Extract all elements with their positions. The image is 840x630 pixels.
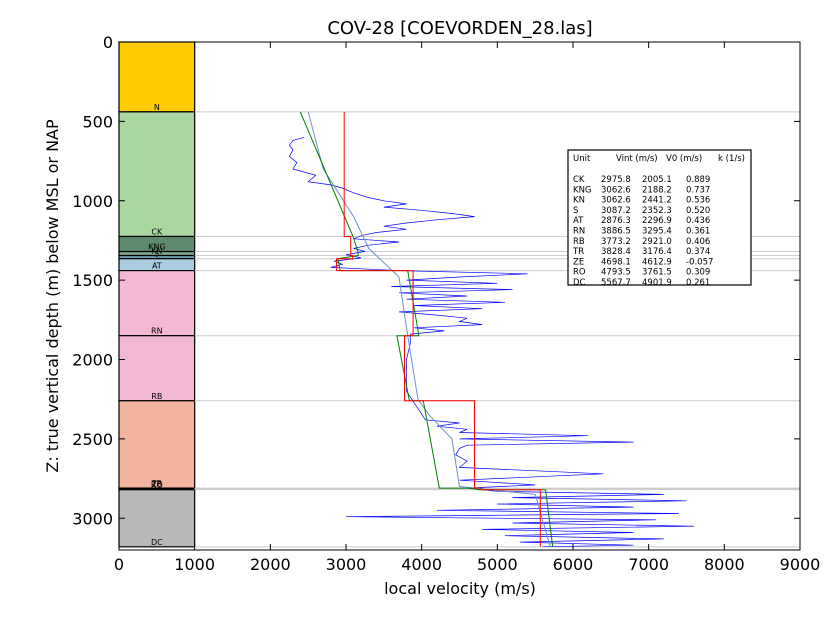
legend-header-cell: Unit bbox=[573, 154, 591, 164]
legend-cell: 4698.1 bbox=[601, 257, 631, 267]
velocity-series bbox=[288, 111, 695, 548]
x-tick-label: 5000 bbox=[477, 555, 518, 574]
unit-label-ck: CK bbox=[151, 227, 163, 236]
x-tick-label: 1000 bbox=[174, 555, 215, 574]
legend-cell: 0.536 bbox=[686, 196, 710, 206]
legend-cell: 0.520 bbox=[686, 206, 710, 216]
legend-cell: ZE bbox=[573, 257, 584, 267]
legend-cell: 0.406 bbox=[686, 237, 710, 247]
legend-cell: 0.361 bbox=[686, 227, 710, 237]
legend-cell: 2188.2 bbox=[642, 185, 672, 195]
unit-label-kng: KNG bbox=[148, 243, 165, 252]
unit-label-dc: DC bbox=[151, 538, 163, 547]
x-axis-ticks: 0 1000 2000 3000 4000 5000 6000 7000 8000 9000 bbox=[114, 42, 820, 574]
legend-cell: 3295.4 bbox=[642, 227, 672, 237]
legend-cell: 5567.7 bbox=[601, 278, 631, 288]
x-tick-label: 0 bbox=[114, 555, 124, 574]
legend-header-cell: V0 (m/s) bbox=[666, 154, 702, 164]
plot-frame bbox=[118, 41, 801, 551]
y-axis-ticks: 0 500 1000 1500 2000 2500 3000 bbox=[72, 33, 800, 528]
y-tick-label: 2500 bbox=[72, 430, 113, 449]
y-tick-label: 1000 bbox=[72, 192, 113, 211]
legend-cell: KNG bbox=[573, 185, 592, 195]
y-tick-label: 2000 bbox=[72, 351, 113, 370]
unit-block-n bbox=[118, 41, 196, 113]
legend-cell: 3773.2 bbox=[601, 237, 631, 247]
x-tick-label: 8000 bbox=[704, 555, 745, 574]
legend-cell: 0.436 bbox=[686, 216, 710, 226]
legend-cell: 3087.2 bbox=[601, 206, 631, 216]
x-tick-label: 4000 bbox=[401, 555, 442, 574]
y-axis-title: Z: true vertical depth (m) below MSL or … bbox=[43, 119, 62, 473]
legend-frame bbox=[567, 149, 752, 286]
y-tick-label: 1500 bbox=[72, 271, 113, 290]
legend-cell: 4901.9 bbox=[642, 278, 672, 288]
legend-cell: 3062.6 bbox=[601, 196, 631, 206]
y-tick-label: 0 bbox=[103, 33, 113, 52]
unit-label-rb: RB bbox=[151, 392, 162, 401]
series-sonic-velocity-log bbox=[288, 136, 695, 548]
legend-cell: 2876.3 bbox=[601, 216, 631, 226]
x-tick-label: 2000 bbox=[250, 555, 291, 574]
legend-cell: 2441.2 bbox=[642, 196, 672, 206]
legend-header-cell: Vint (m/s) bbox=[616, 154, 658, 164]
x-tick-label: 3000 bbox=[326, 555, 367, 574]
legend-cell: 4793.5 bbox=[601, 268, 631, 278]
y-tick-label: 3000 bbox=[72, 509, 113, 528]
unit-label-n: N bbox=[154, 103, 160, 112]
legend-cell: 4612.9 bbox=[642, 257, 672, 267]
velocity-legend: Unit Vint (m/s) V0 (m/s) k (1/s) CK 2975.8 200… bbox=[567, 149, 752, 288]
chart-title: COV-28 [COEVORDEN_28.las] bbox=[327, 18, 592, 39]
unit-label-ze: ZE bbox=[152, 480, 163, 489]
unit-label-rn: RN bbox=[151, 327, 163, 336]
unit-label-ro: RO bbox=[151, 481, 163, 490]
legend-cell: 0.889 bbox=[686, 175, 710, 185]
series-interval-velocity bbox=[336, 111, 541, 547]
legend-cell: 0.374 bbox=[686, 247, 710, 257]
x-tick-label: 7000 bbox=[628, 555, 669, 574]
legend-cell: AT bbox=[573, 216, 584, 226]
legend-cell: S bbox=[573, 206, 578, 216]
unit-block-tr bbox=[118, 400, 196, 489]
legend-cell: 0.261 bbox=[686, 278, 710, 288]
legend-header-cell: k (1/s) bbox=[718, 154, 745, 164]
legend-cell: 3176.4 bbox=[642, 247, 672, 257]
unit-label-at: AT bbox=[152, 262, 162, 271]
legend-cell: RO bbox=[573, 268, 586, 278]
legend-cell: 2296.9 bbox=[642, 216, 672, 226]
unit-label-s: S bbox=[154, 250, 159, 259]
legend-cell: 3828.4 bbox=[601, 247, 631, 257]
legend-cell: 2005.1 bbox=[642, 175, 672, 185]
legend-cell: TR bbox=[572, 247, 584, 257]
legend-cell: 0.309 bbox=[686, 268, 710, 278]
legend-cell: CK bbox=[573, 175, 585, 185]
unit-label-kn: KN bbox=[151, 247, 162, 256]
unit-block-rn bbox=[118, 270, 196, 337]
legend-cell: 2921.0 bbox=[642, 237, 672, 247]
x-axis-title: local velocity (m/s) bbox=[384, 579, 536, 598]
legend-cell: KN bbox=[573, 196, 585, 206]
legend-cell: 2975.8 bbox=[601, 175, 631, 185]
legend-cell: 0.737 bbox=[686, 185, 710, 195]
x-tick-label: 6000 bbox=[553, 555, 594, 574]
unit-block-ck bbox=[118, 111, 196, 238]
unit-label-tr: TR bbox=[151, 479, 163, 488]
x-tick-label: 9000 bbox=[780, 555, 821, 574]
legend-cell: -0.057 bbox=[686, 257, 713, 267]
legend-cell: 3062.6 bbox=[601, 185, 631, 195]
legend-cell: RB bbox=[573, 237, 585, 247]
legend-cell: 3761.5 bbox=[642, 268, 672, 278]
legend-cell: 3886.5 bbox=[601, 227, 631, 237]
unit-block-rb bbox=[118, 335, 196, 402]
y-tick-label: 500 bbox=[82, 112, 113, 131]
legend-cell: RN bbox=[573, 227, 585, 237]
legend-cell: DC bbox=[573, 278, 586, 288]
legend-cell: 2352.3 bbox=[642, 206, 672, 216]
